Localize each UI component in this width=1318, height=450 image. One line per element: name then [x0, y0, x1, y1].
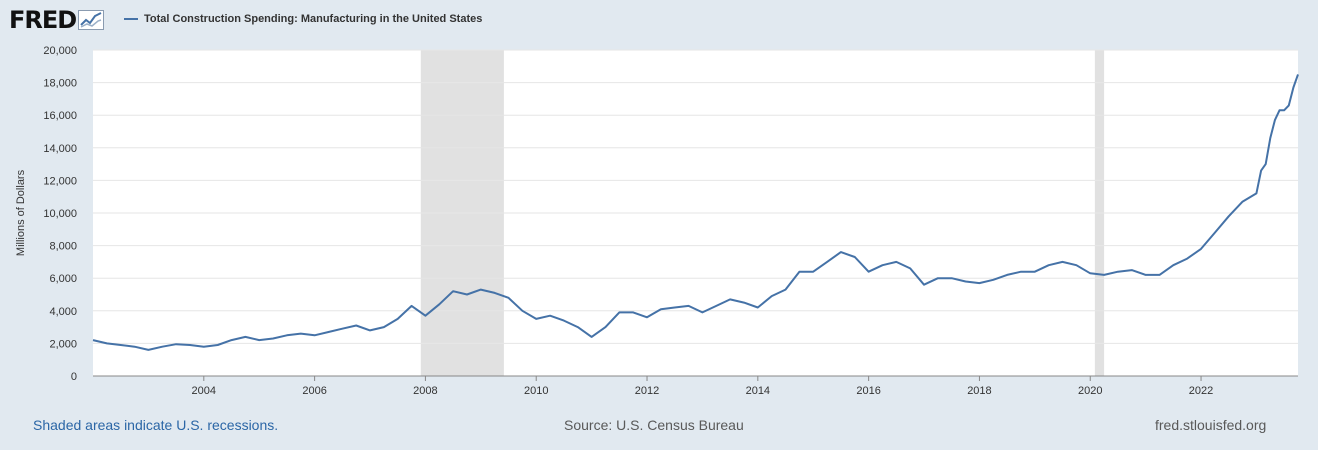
y-tick-label: 16,000: [43, 110, 77, 122]
y-tick-label: 0: [71, 371, 77, 383]
x-tick-label: 2004: [192, 385, 216, 397]
source-text: Source: U.S. Census Bureau: [564, 417, 744, 433]
y-tick-label: 18,000: [43, 78, 77, 90]
x-tick-label: 2008: [413, 385, 437, 397]
line-chart-icon: [78, 10, 105, 30]
x-tick-label: 2016: [856, 385, 880, 397]
y-tick-label: 14,000: [43, 143, 77, 155]
legend-label: Total Construction Spending: Manufacturi…: [144, 13, 483, 25]
legend[interactable]: Total Construction Spending: Manufacturi…: [124, 13, 482, 25]
y-tick-label: 2,000: [49, 338, 77, 350]
series-line[interactable]: [92, 74, 1299, 351]
y-tick-label: 20,000: [43, 45, 77, 57]
site-link[interactable]: fred.stlouisfed.org: [1155, 417, 1267, 433]
legend-swatch: [124, 18, 138, 20]
y-tick-label: 12,000: [43, 175, 77, 187]
x-tick-label: 2012: [635, 385, 659, 397]
y-tick-label: 4,000: [49, 306, 77, 318]
y-tick-label: 8,000: [49, 241, 77, 253]
logo-text: FRED: [9, 6, 77, 34]
x-tick-label: 2014: [746, 385, 770, 397]
x-tick-label: 2006: [302, 385, 326, 397]
recession-note-link[interactable]: Shaded areas indicate U.S. recessions.: [33, 417, 279, 433]
y-tick-label: 10,000: [43, 208, 77, 220]
y-tick-label: 6,000: [49, 273, 77, 285]
x-tick-label: 2022: [1189, 385, 1213, 397]
y-axis-label: Millions of Dollars: [15, 169, 27, 256]
x-tick-label: 2010: [524, 385, 548, 397]
x-tick-label: 2020: [1078, 385, 1102, 397]
x-tick-label: 2018: [967, 385, 991, 397]
fred-logo[interactable]: FRED: [9, 6, 105, 34]
